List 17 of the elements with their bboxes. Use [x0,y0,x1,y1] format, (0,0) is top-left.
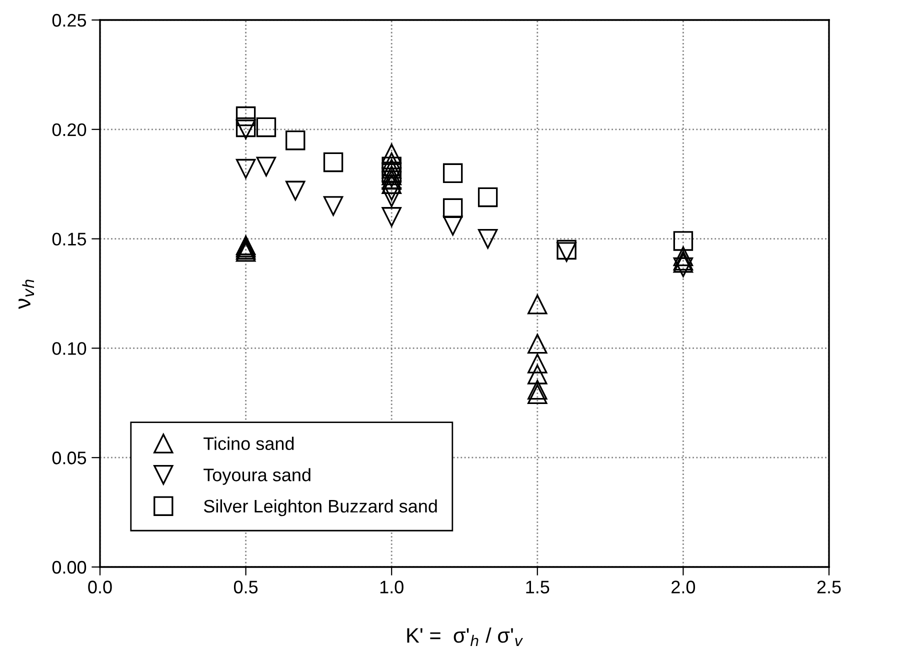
legend-label: Silver Leighton Buzzard sand [204,499,437,516]
y-tick-label: 0.20 [52,123,86,136]
y-tick-label: 0.00 [52,560,86,574]
x-tick-label: 0.0 [88,580,112,594]
x-tick-label: 0.5 [234,580,258,594]
legend-label: Toyoura sand [204,468,310,485]
x-tick-label: 2.5 [817,580,841,594]
y-tick-label: 0.15 [52,232,86,246]
x-tick-label: 1.0 [380,580,404,594]
x-tick-label: 1.5 [526,580,550,594]
y-tick-label: 0.05 [52,452,86,464]
y-tick-label: 0.10 [52,342,86,355]
x-axis-title: K' = σ'$_{h}$ / σ'$_{v}$ [407,627,523,646]
y-tick-label: 0.25 [52,14,86,27]
x-tick-label: 2.0 [672,580,696,594]
y-axis-title: ν$_{vh}$ [18,280,34,310]
legend-label: Ticino sand [204,436,294,450]
